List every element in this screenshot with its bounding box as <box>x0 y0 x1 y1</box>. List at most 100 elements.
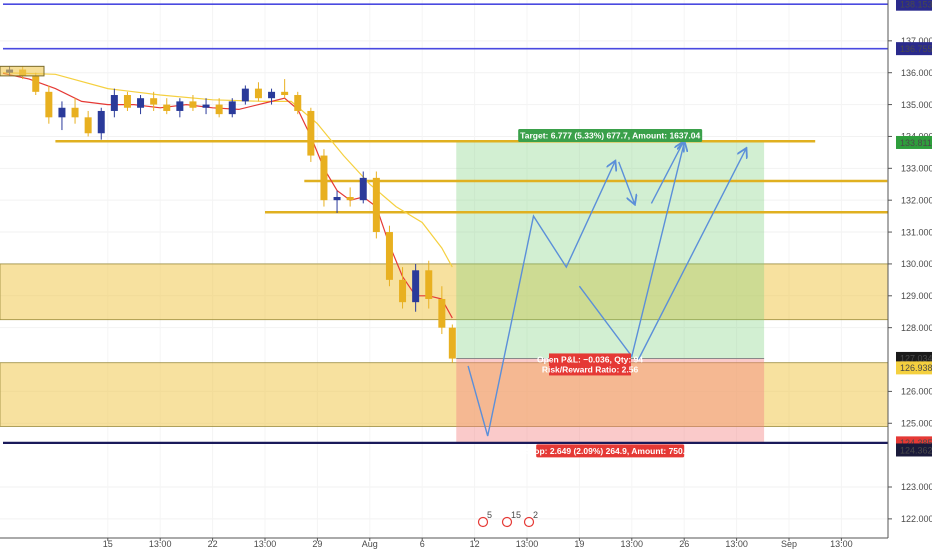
stop-label-bg <box>536 444 685 458</box>
price-marker-text: 136.755 <box>900 44 932 54</box>
event-marker-icon[interactable] <box>523 516 535 528</box>
candle-body <box>254 88 262 99</box>
time-tick-label: 13:00 <box>516 539 539 549</box>
candle-body <box>268 91 276 99</box>
time-tick-label: Aug <box>362 539 378 549</box>
projection-arrow[interactable] <box>467 162 615 437</box>
candle-body <box>294 95 302 111</box>
candle-body <box>359 177 367 201</box>
price-marker-bg <box>896 361 932 375</box>
candle-body <box>346 196 354 201</box>
candle-body <box>438 298 446 328</box>
price-marker: 133.811 <box>896 135 932 149</box>
price-marker-bg <box>896 0 932 11</box>
candle-body <box>176 101 184 111</box>
event-count: 2 <box>533 510 538 520</box>
price-tick-label: 129.000 <box>901 291 932 301</box>
pnl-label: Open P&L: −0.036, Qty: 94 <box>537 355 643 365</box>
candle-body <box>241 88 249 102</box>
candle-body <box>281 91 289 96</box>
stop-label: Stop: 2.649 (2.09%) 264.9, Amount: 750.9… <box>526 444 695 458</box>
target-label-bg <box>518 128 703 142</box>
projection-arrow[interactable] <box>637 149 745 360</box>
event-marker-icon[interactable] <box>501 516 513 528</box>
price-tick-label: 137.000 <box>901 36 932 46</box>
price-marker-text: 124.385 <box>900 438 932 448</box>
start-marker-box <box>0 65 45 77</box>
price-marker-text: 127.034 <box>900 354 932 364</box>
event-marker[interactable]: 2 <box>523 510 539 528</box>
event-marker[interactable]: 5 <box>477 510 493 528</box>
candle-body <box>123 95 131 108</box>
time-tick-label: 13:00 <box>621 539 644 549</box>
price-tick-label: 126.000 <box>901 387 932 397</box>
candle-body <box>228 101 236 115</box>
price-tick-label: 128.000 <box>901 323 932 333</box>
candle-body <box>399 279 407 303</box>
price-tick-label: 135.000 <box>901 100 932 110</box>
price-marker-text: 138.153 <box>900 0 932 9</box>
time-tick-label: 13:00 <box>254 539 277 549</box>
price-marker-bg <box>896 443 932 457</box>
price-tick-label: 131.000 <box>901 227 932 237</box>
candle-body <box>110 95 118 111</box>
profit-zone <box>456 142 765 359</box>
price-tick-label: 130.000 <box>901 259 932 269</box>
candle-body <box>307 110 315 156</box>
price-tick-label: 122.000 <box>901 514 932 524</box>
candle-body <box>71 107 79 118</box>
price-marker-text: 133.811 <box>900 138 932 148</box>
candle-body <box>448 327 456 359</box>
stop-label-text: Stop: 2.649 (2.09%) 264.9, Amount: 750.9… <box>526 446 695 456</box>
price-marker-bg <box>896 42 932 56</box>
candle-body <box>372 177 380 233</box>
time-tick-label: 13:00 <box>149 539 172 549</box>
price-tick-label: 123.000 <box>901 482 932 492</box>
time-tick-label: 12 <box>470 539 480 549</box>
time-tick-label: Sep <box>781 539 797 549</box>
pnl-box-bg <box>549 353 631 376</box>
price-marker: 136.755 <box>896 42 932 56</box>
price-marker-text: 126.938 <box>900 363 932 373</box>
risk-reward-label: Risk/Reward Ratio: 2.56 <box>542 364 639 374</box>
candle-body <box>215 104 223 115</box>
candle-body <box>84 117 92 134</box>
price-tick-label: 132.000 <box>901 195 932 205</box>
time-tick-label: 13:00 <box>830 539 853 549</box>
candle-body <box>97 110 105 134</box>
price-tick-label: 125.000 <box>901 418 932 428</box>
time-tick-label: 22 <box>208 539 218 549</box>
candle-body <box>189 101 197 108</box>
time-tick-label: 29 <box>312 539 322 549</box>
price-tick-label: 133.000 <box>901 164 932 174</box>
candle-body <box>320 155 328 201</box>
zone-lower-zone <box>0 362 889 427</box>
time-tick-label: 15 <box>103 539 113 549</box>
candle-body <box>32 75 40 92</box>
price-marker: 126.938 <box>896 361 932 375</box>
target-label-text: Target: 6.777 (5.33%) 677.7, Amount: 163… <box>520 131 700 141</box>
projection-arrow[interactable] <box>578 143 684 358</box>
time-tick-label: 19 <box>574 539 584 549</box>
candle-body <box>137 98 145 108</box>
candle-body <box>425 270 433 299</box>
candle-body <box>333 196 341 201</box>
event-marker[interactable]: 15 <box>501 510 522 528</box>
price-marker: 124.362 <box>896 443 932 457</box>
price-axis-bg <box>888 0 932 550</box>
projection-arrow[interactable] <box>650 143 683 204</box>
event-count: 15 <box>511 510 521 520</box>
event-count: 5 <box>487 510 492 520</box>
time-tick-label: 26 <box>679 539 689 549</box>
price-marker: 138.153 <box>896 0 932 11</box>
candle-body <box>202 104 210 108</box>
time-tick-label: 13:00 <box>725 539 748 549</box>
time-tick-label: 6 <box>420 539 425 549</box>
candle-body <box>150 98 158 105</box>
candle-body <box>163 104 171 111</box>
projection-arrow[interactable] <box>618 161 635 204</box>
event-marker-icon[interactable] <box>477 516 489 528</box>
ma-yellow-line <box>2 72 453 268</box>
